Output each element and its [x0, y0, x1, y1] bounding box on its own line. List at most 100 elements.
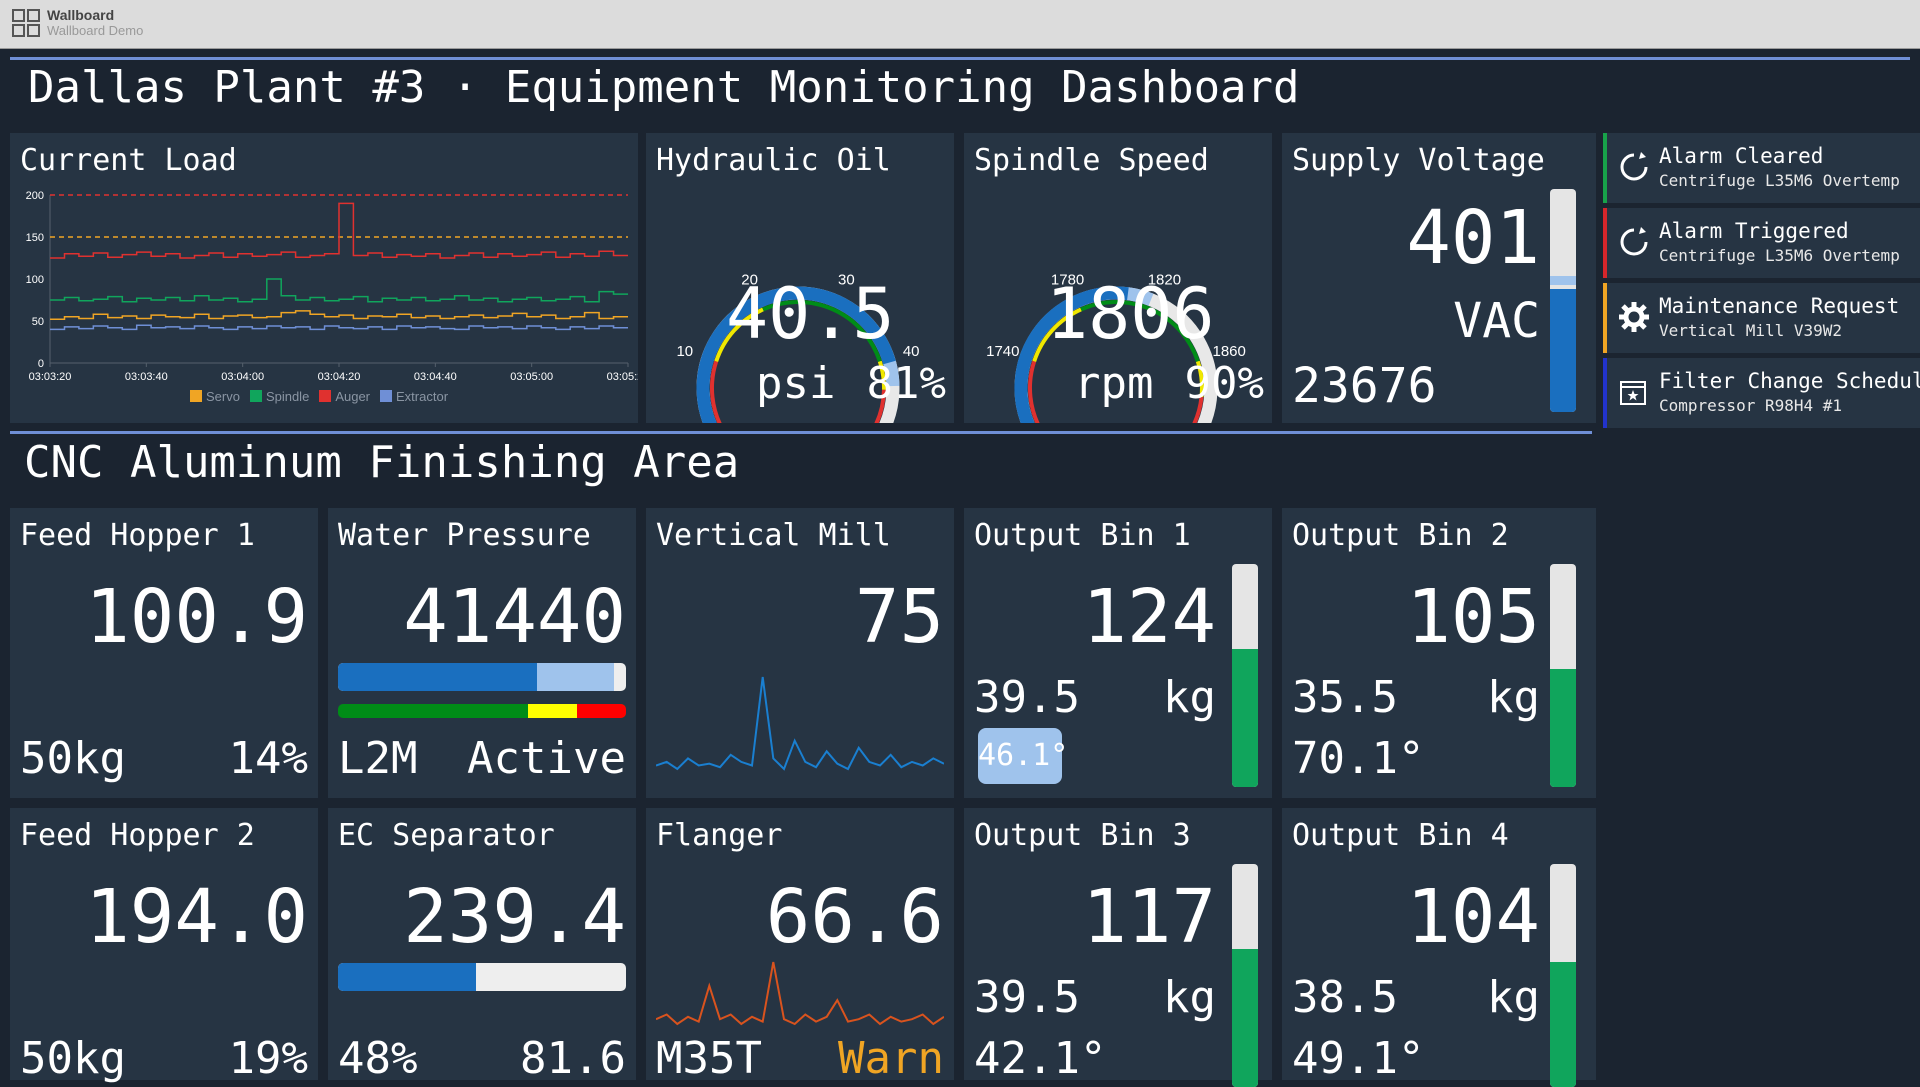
tile-title: Vertical Mill: [656, 518, 891, 553]
bar-fill: [338, 663, 537, 691]
bar-fill: [1232, 948, 1258, 1087]
voltage-value: 401: [1406, 195, 1540, 281]
alert-item[interactable]: Alarm Cleared Centrifuge L35M6 Overtemp: [1603, 133, 1920, 203]
sparkline-path: [656, 676, 944, 771]
series-line-extractor: [50, 324, 628, 331]
output-bin-3-tile[interactable]: Output Bin 3 117 39.5 kg 42.1°: [964, 808, 1272, 1087]
gauge-band: [714, 307, 764, 363]
bin-unit: kg: [1163, 672, 1216, 723]
legend-swatch: [189, 390, 202, 402]
water-pressure-tile[interactable]: Water Pressure 41440 L2M Active: [328, 508, 636, 798]
voltage-counter: 23676: [1292, 358, 1437, 414]
alert-item[interactable]: Maintenance Request Vertical Mill V39W2: [1603, 283, 1920, 353]
gauge-tick-label: 1780: [1051, 271, 1084, 288]
grid-logo-icon[interactable]: [12, 9, 40, 37]
gauge-band: [1032, 307, 1082, 363]
tile-title: Output Bin 3: [974, 818, 1191, 853]
alert-subtitle: Centrifuge L35M6 Overtemp: [1659, 246, 1900, 265]
temp-badge: 46.1°: [978, 728, 1068, 784]
series-line-spindle: [50, 278, 628, 303]
feed-hopper-2-tile[interactable]: Feed Hopper 2 194.0 50kg 19%: [10, 808, 318, 1084]
legend-item[interactable]: Extractor: [380, 389, 448, 404]
bin-weight: 39.5: [974, 972, 1080, 1023]
tile-title: Feed Hopper 2: [20, 818, 255, 853]
tile-title: Current Load: [20, 143, 237, 178]
hydraulic-gauge: 01020304050: [676, 271, 920, 423]
alert-item[interactable]: Alarm Triggered Centrifuge L35M6 Overtemp: [1603, 208, 1920, 278]
tile-right-stat: 19%: [228, 1033, 308, 1084]
threshold-band: [338, 704, 626, 718]
bar-fill-secondary: [536, 663, 615, 691]
output-bin-1-tile[interactable]: Output Bin 1 124 39.5 kg 46.1°: [964, 508, 1272, 798]
sparkline: [656, 961, 944, 1026]
gauge-band: [874, 389, 886, 423]
section-divider: [10, 57, 1910, 60]
bar-fill: [1550, 668, 1576, 787]
app-header: Wallboard Wallboard Demo: [0, 0, 1920, 49]
gauge-band: [1192, 396, 1204, 423]
bin-level-bar: [1550, 864, 1576, 1087]
alert-title: Filter Change Schedule: [1659, 369, 1920, 393]
gauge-tick-label: 1740: [986, 343, 1019, 360]
bin-temperature: 70.1°: [1292, 733, 1425, 784]
x-tick-label: 03:03:20: [29, 371, 72, 383]
gauge-tick-label: 40: [903, 343, 920, 360]
x-tick-label: 03:04:40: [414, 371, 457, 383]
gauge-tick-label: 10: [676, 343, 693, 360]
x-tick-label: 03:05:25: [607, 371, 638, 383]
series-line-auger: [50, 202, 628, 259]
legend-label: Auger: [335, 388, 371, 404]
gauge-percent: 81%: [866, 358, 946, 409]
tile-value: 41440: [403, 574, 626, 660]
output-bin-4-tile[interactable]: Output Bin 4 104 38.5 kg 49.1°: [1282, 808, 1596, 1087]
y-tick-label: 100: [26, 274, 44, 286]
legend-swatch: [380, 390, 393, 402]
gauge-tick-label: 30: [838, 271, 855, 288]
tile-value: 117: [1082, 874, 1216, 960]
alert-item[interactable]: Filter Change Schedule Compressor R98H4 #…: [1603, 358, 1920, 428]
app-subtitle: Wallboard Demo: [47, 23, 144, 38]
output-bin-2-tile[interactable]: Output Bin 2 105 35.5 kg 70.1°: [1282, 508, 1596, 798]
legend-label: Spindle: [265, 388, 310, 404]
alert-severity-bar: [1603, 208, 1607, 278]
ec-separator-tile[interactable]: EC Separator 239.4 48% 81.6: [328, 808, 636, 1084]
alert-subtitle: Vertical Mill V39W2: [1659, 321, 1843, 340]
app-title: Wallboard: [47, 7, 115, 23]
feed-hopper-1-tile[interactable]: Feed Hopper 1 100.9 50kg 14%: [10, 508, 318, 798]
gauge-band: [1195, 360, 1204, 398]
legend-item[interactable]: Auger: [319, 389, 370, 404]
alert-title: Alarm Cleared: [1659, 144, 1824, 168]
legend-swatch: [249, 390, 262, 402]
section-title-plant: Dallas Plant #3 · Equipment Monitoring D…: [28, 62, 1300, 113]
gauge-value-arc: [1014, 286, 1135, 423]
hydraulic-oil-tile: Hydraulic Oil 01020304050 40.5 psi 81%: [646, 133, 954, 423]
tile-value: 75: [854, 574, 944, 660]
tile-title: Feed Hopper 1: [20, 518, 255, 553]
legend-item[interactable]: Servo: [189, 389, 240, 404]
gauge-band: [1080, 299, 1200, 363]
tile-title: Flanger: [656, 818, 783, 853]
tile-left-stat: L2M: [338, 733, 418, 784]
gear-icon: [1619, 302, 1649, 332]
y-tick-label: 50: [32, 316, 44, 328]
tile-title: Output Bin 4: [1292, 818, 1509, 853]
y-tick-label: 0: [38, 358, 44, 370]
bin-level-bar: [1550, 564, 1576, 787]
section-title-area: CNC Aluminum Finishing Area: [24, 437, 740, 488]
gauge-unit: rpm: [1074, 358, 1154, 409]
tile-right-stat: 81.6: [520, 1033, 626, 1084]
tile-title: Output Bin 2: [1292, 518, 1509, 553]
bar-fill: [1550, 962, 1576, 1087]
bin-unit: kg: [1163, 972, 1216, 1023]
vertical-mill-tile[interactable]: Vertical Mill 75: [646, 508, 954, 798]
flanger-tile[interactable]: Flanger 66.6 M35T Warn: [646, 808, 954, 1084]
gauge-band: [762, 299, 882, 363]
status-warn: Warn: [838, 1033, 944, 1084]
legend-item[interactable]: Spindle: [249, 388, 310, 404]
tile-left-stat: M35T: [656, 1033, 762, 1084]
series-line-servo: [50, 310, 628, 321]
tile-value: 105: [1406, 574, 1540, 660]
gauge-value-arc: [696, 286, 896, 423]
spindle-gauge: 170017401780182018601900: [986, 271, 1246, 423]
tile-value: 239.4: [403, 874, 626, 960]
